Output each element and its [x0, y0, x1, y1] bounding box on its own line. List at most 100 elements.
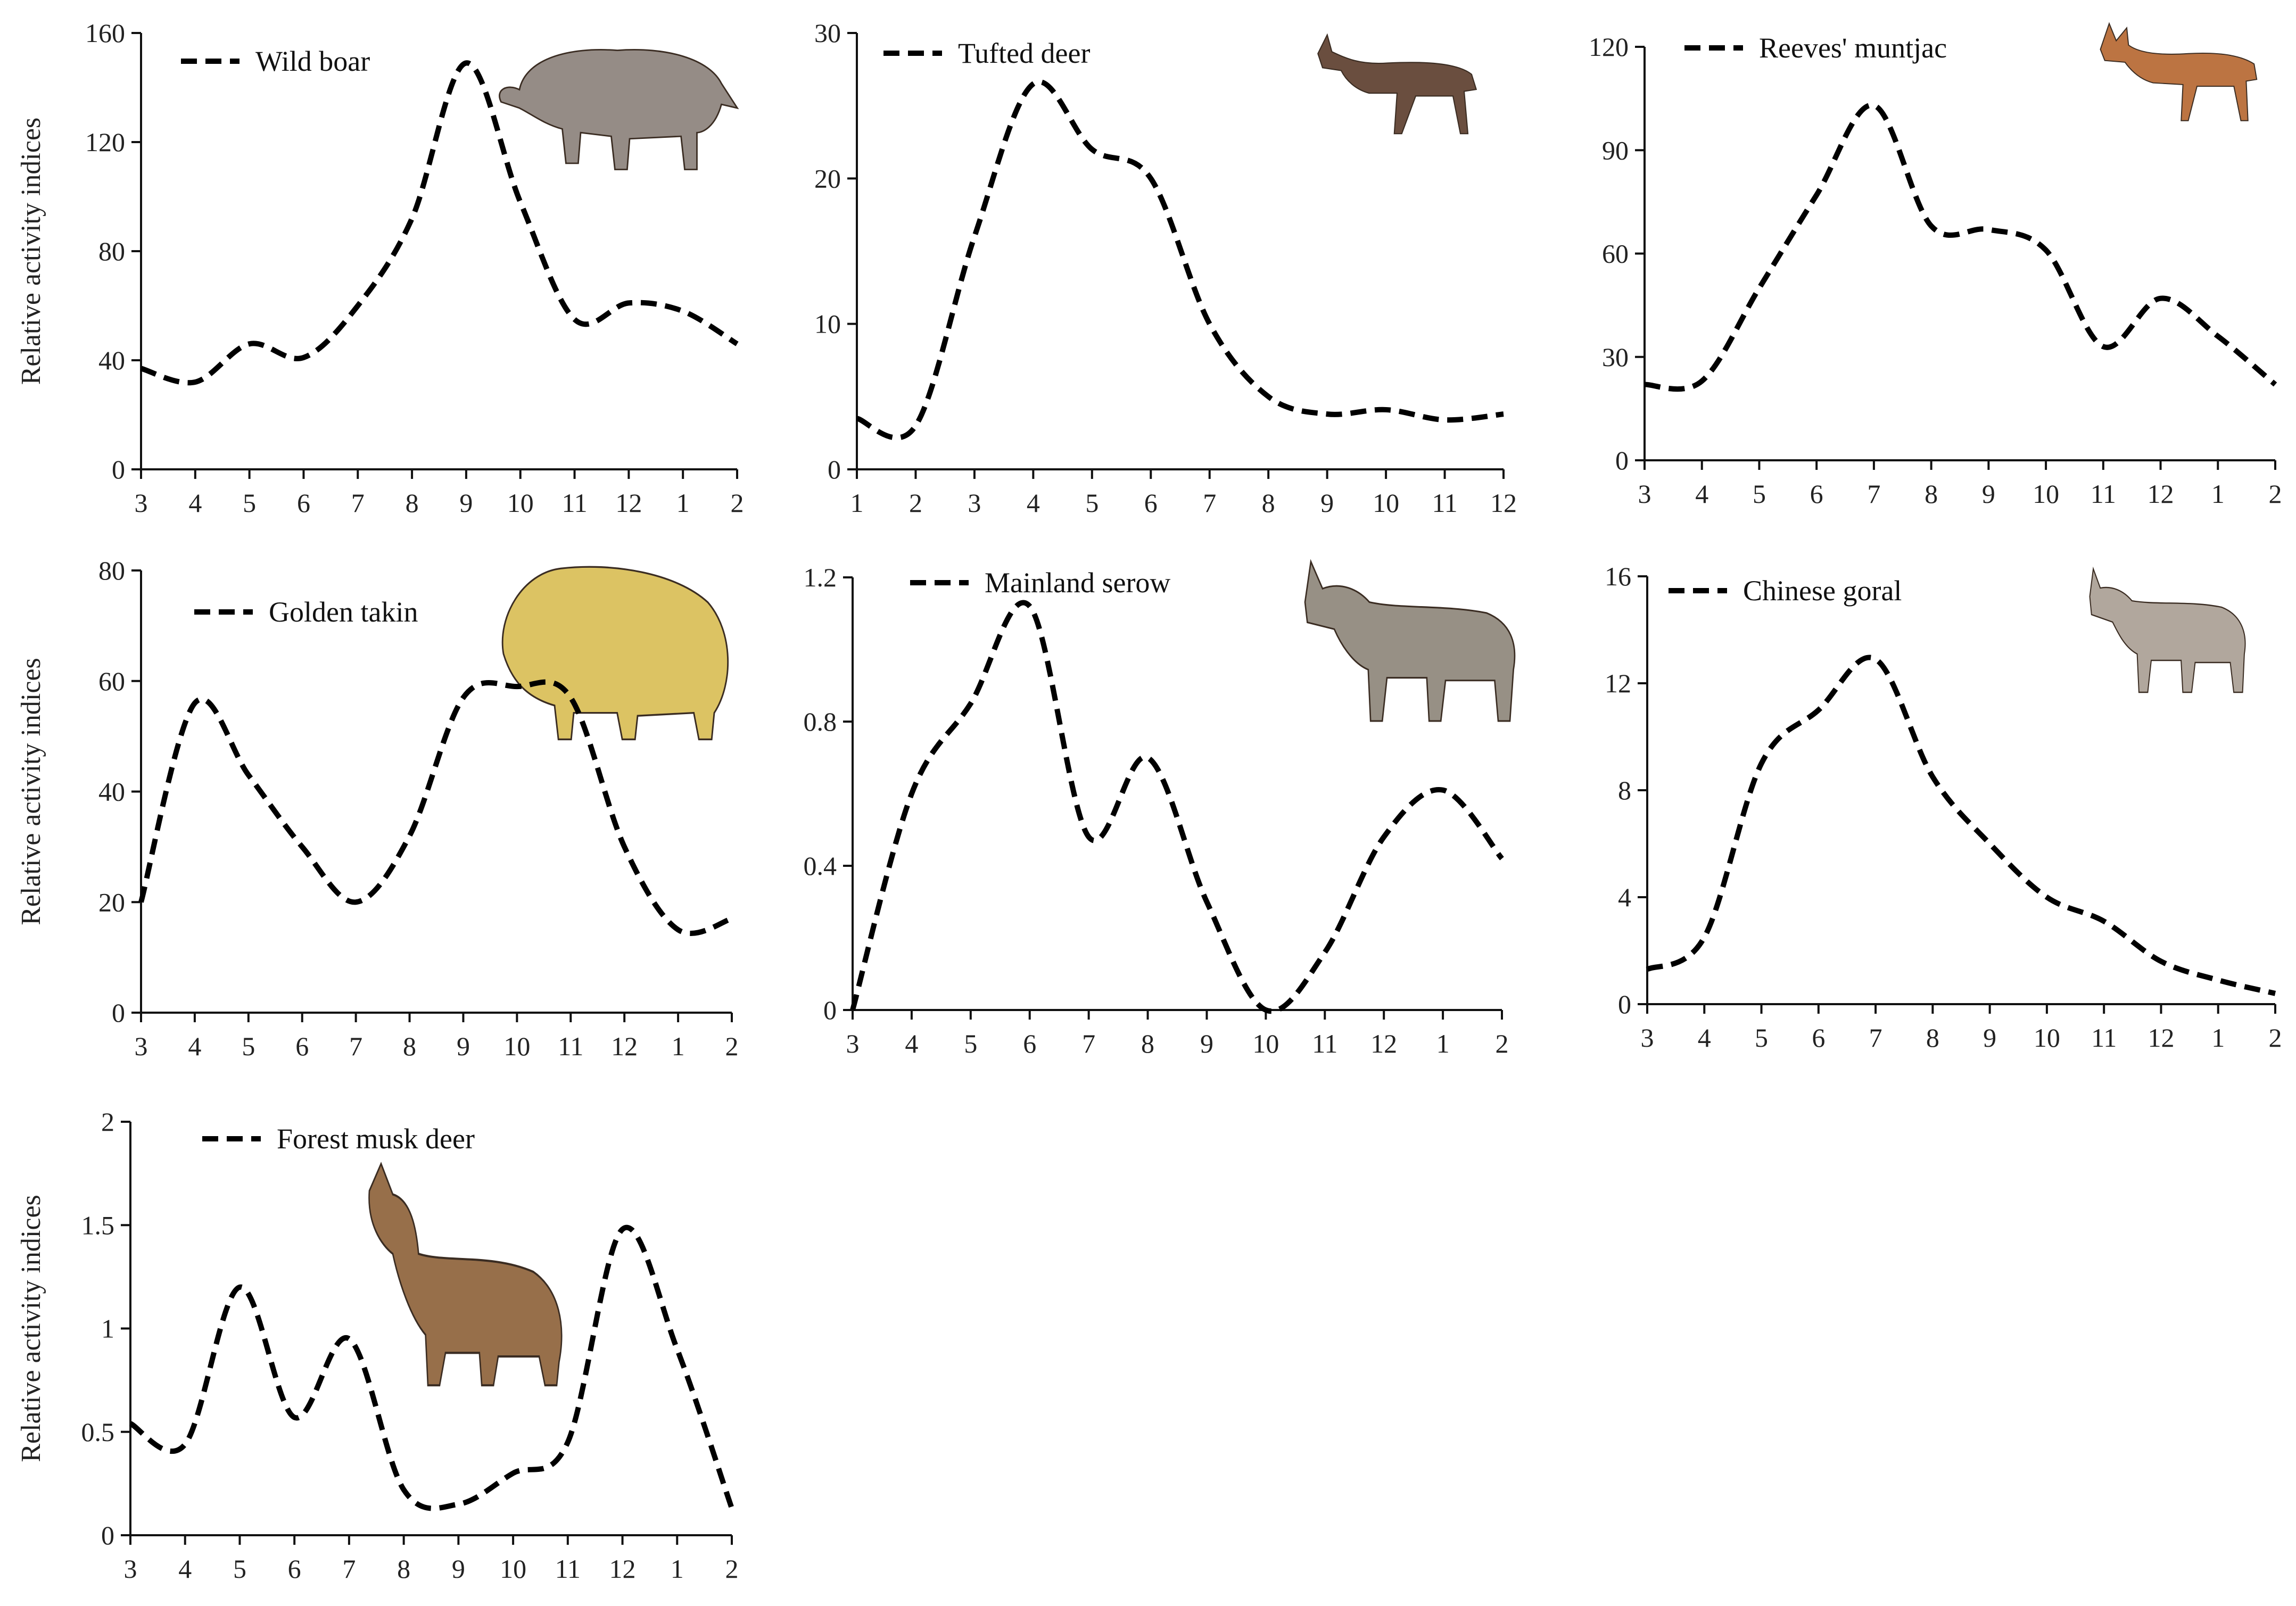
x-tick-label: 11 [1432, 488, 1457, 518]
x-tick-label: 4 [188, 1031, 201, 1061]
y-tick-label: 0 [101, 1520, 114, 1550]
x-tick-label: 2 [731, 488, 744, 518]
x-tick-label: 10 [503, 1031, 530, 1061]
x-tick-label: 6 [1023, 1029, 1036, 1058]
x-tick-label: 2 [909, 488, 922, 518]
y-tick-label: 40 [98, 345, 125, 375]
series-line-tufted-deer [856, 79, 1504, 441]
y-tick-label: 12 [1605, 668, 1631, 698]
x-tick-label: 8 [1141, 1029, 1154, 1058]
x-tick-label: 3 [1638, 479, 1651, 509]
y-tick-label: 0 [1618, 989, 1631, 1019]
x-tick-label: 1 [2211, 479, 2225, 509]
chinese-goral-illustration [2089, 566, 2246, 693]
x-tick-label: 4 [188, 488, 202, 518]
x-tick-label: 3 [124, 1554, 137, 1584]
x-tick-label: 1 [672, 1031, 685, 1061]
x-tick-label: 12 [611, 1031, 638, 1061]
y-tick-label: 80 [98, 556, 125, 585]
x-tick-label: 9 [1200, 1029, 1213, 1058]
x-tick-label: 10 [1373, 488, 1399, 518]
x-tick-label: 5 [243, 488, 256, 518]
y-tick-label: 1 [101, 1314, 114, 1344]
x-tick-label: 4 [905, 1029, 918, 1058]
legend-label: Tufted deer [958, 37, 1090, 69]
x-tick-label: 11 [2091, 479, 2116, 509]
x-tick-label: 6 [288, 1554, 301, 1584]
x-tick-label: 9 [1982, 479, 1995, 509]
x-tick-label: 5 [233, 1554, 246, 1584]
y-tick-label: 20 [98, 887, 125, 917]
series-line-forest-musk-deer [129, 1224, 734, 1511]
y-tick-label: 16 [1605, 561, 1631, 591]
x-tick-label: 4 [1695, 479, 1708, 509]
y-tick-label: 60 [1602, 239, 1629, 269]
legend-label: Forest musk deer [277, 1123, 475, 1155]
reeves-muntjac-illustration [2100, 22, 2258, 121]
forest-musk-deer-illustration [368, 1162, 563, 1387]
y-tick-label: 1.5 [81, 1210, 115, 1240]
y-tick-label: 0 [828, 454, 841, 484]
y-tick-label: 0.8 [804, 707, 837, 736]
x-tick-label: 7 [342, 1554, 356, 1584]
y-tick-label: 40 [98, 777, 125, 807]
x-tick-label: 4 [178, 1554, 192, 1584]
x-tick-label: 6 [297, 488, 310, 518]
series-line-mainland-serow [850, 600, 1504, 1014]
y-tick-label: 0 [1615, 445, 1629, 475]
x-tick-label: 12 [1490, 488, 1517, 518]
y-tick-label: 0 [823, 995, 837, 1025]
y-tick-label: 1.2 [804, 562, 837, 592]
x-tick-label: 5 [1753, 479, 1766, 509]
x-tick-label: 7 [1082, 1029, 1095, 1058]
series-line-wild-boar [140, 60, 739, 386]
x-tick-label: 2 [1496, 1029, 1509, 1058]
y-tick-label: 0.5 [81, 1417, 115, 1447]
x-tick-label: 2 [725, 1031, 739, 1061]
x-tick-label: 1 [1436, 1029, 1450, 1058]
y-tick-label: 120 [1589, 32, 1629, 62]
x-tick-label: 10 [500, 1554, 526, 1584]
wild-boar-illustration [499, 49, 739, 170]
series-line-golden-takin [138, 679, 733, 936]
x-tick-label: 4 [1027, 488, 1040, 518]
x-tick-label: 5 [1755, 1023, 1768, 1053]
y-tick-label: 160 [85, 18, 125, 48]
x-tick-label: 2 [2269, 479, 2282, 509]
x-tick-label: 11 [558, 1031, 583, 1061]
x-tick-label: 8 [1926, 1023, 1939, 1053]
mainland-serow-illustration [1304, 559, 1516, 722]
y-tick-label: 20 [814, 163, 841, 193]
x-tick-label: 8 [403, 1031, 416, 1061]
x-tick-label: 12 [615, 488, 642, 518]
x-tick-label: 3 [135, 1031, 148, 1061]
x-tick-label: 1 [2211, 1023, 2225, 1053]
x-tick-label: 12 [2148, 1023, 2174, 1053]
x-tick-label: 3 [1641, 1023, 1654, 1053]
tufted-deer-illustration [1317, 33, 1477, 135]
x-tick-label: 5 [964, 1029, 977, 1058]
x-tick-label: 6 [1144, 488, 1158, 518]
x-tick-label: 6 [295, 1031, 309, 1061]
x-tick-label: 9 [1983, 1023, 1996, 1053]
x-tick-label: 6 [1810, 479, 1823, 509]
x-tick-label: 8 [406, 488, 419, 518]
x-tick-label: 7 [1867, 479, 1880, 509]
y-tick-label: 10 [814, 309, 841, 339]
legend-label: Wild boar [255, 45, 370, 77]
golden-takin-illustration [501, 566, 729, 741]
y-tick-label: 0 [112, 454, 125, 484]
y-axis-title: Relative activity indices [16, 658, 46, 925]
x-tick-label: 7 [1869, 1023, 1882, 1053]
x-tick-label: 11 [561, 488, 587, 518]
x-tick-label: 12 [609, 1554, 636, 1584]
x-tick-label: 9 [459, 488, 473, 518]
legend-label: Mainland serow [985, 567, 1170, 599]
x-tick-label: 9 [452, 1554, 465, 1584]
